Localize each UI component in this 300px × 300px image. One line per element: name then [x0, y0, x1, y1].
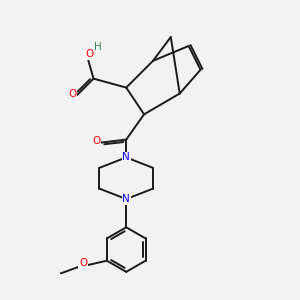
Text: O: O: [79, 258, 87, 268]
Text: N: N: [122, 152, 130, 162]
Text: N: N: [122, 194, 130, 204]
Text: O: O: [85, 49, 93, 59]
Text: H: H: [94, 43, 102, 52]
Text: O: O: [69, 88, 77, 98]
Text: O: O: [92, 136, 101, 146]
